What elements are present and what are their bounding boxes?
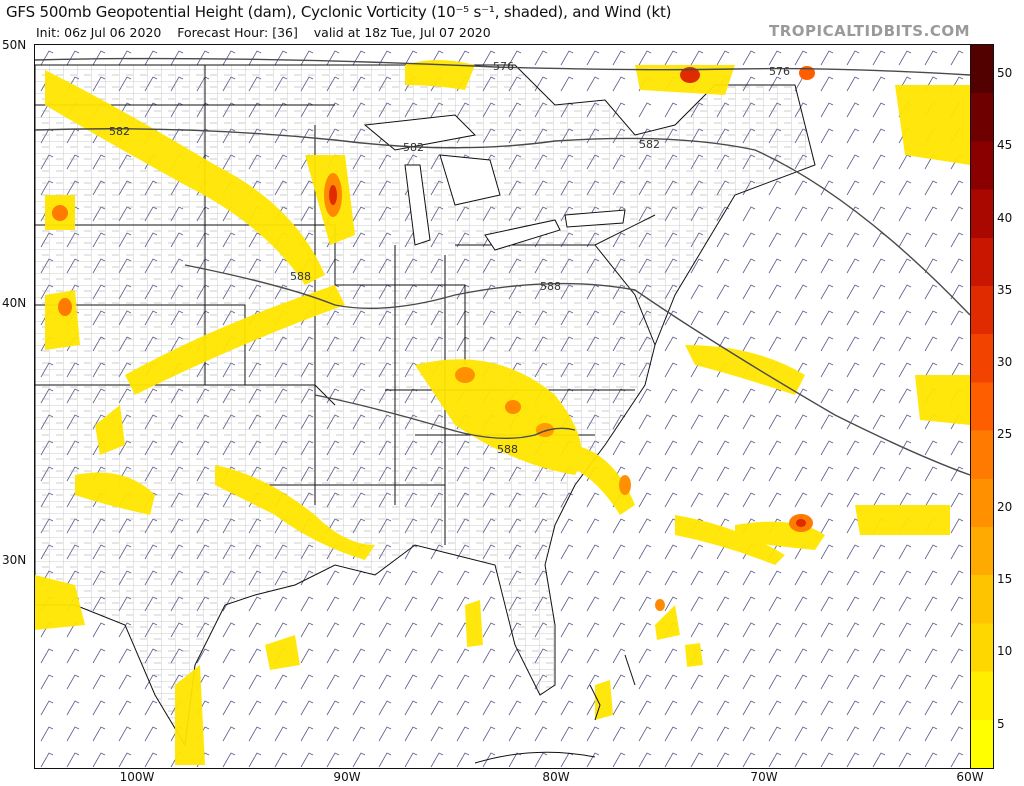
contour-label: 582 xyxy=(109,125,130,138)
contour-label: 588 xyxy=(497,443,518,456)
lat-label-40n: 40N xyxy=(2,296,27,310)
colorbar-tick-label: 10 xyxy=(997,644,1013,659)
colorbar-tick-label: 5 xyxy=(997,716,1005,731)
contour-label: 582 xyxy=(639,138,660,151)
lat-label-30n: 30N xyxy=(2,553,27,567)
colorbar-tick-label: 30 xyxy=(997,355,1013,370)
colorbar-tick-label: 45 xyxy=(997,138,1013,153)
colorbar-tick-label: 35 xyxy=(997,282,1013,297)
lon-label-80w: 80W xyxy=(542,770,570,784)
chart-title: GFS 500mb Geopotential Height (dam), Cyc… xyxy=(6,3,672,21)
chart-subtitle: Init: 06z Jul 06 2020 Forecast Hour: [36… xyxy=(36,25,491,40)
colorbar-tick-label: 25 xyxy=(997,427,1013,442)
contour-label: 576 xyxy=(769,65,790,78)
contour-label: 588 xyxy=(290,270,311,283)
colorbar-tick-label: 40 xyxy=(997,210,1013,225)
weather-map: 576 576 582 582 582 588 588 588 xyxy=(34,44,971,769)
contour-label: 576 xyxy=(493,60,514,73)
lon-label-100w: 100W xyxy=(119,770,155,784)
caribbean-coast xyxy=(474,654,636,764)
init-time: Init: 06z Jul 06 2020 xyxy=(36,25,162,40)
valid-time: valid at 18z Tue, Jul 07 2020 xyxy=(313,25,491,40)
vorticity-cores xyxy=(52,66,815,611)
colorbar-tick-label: 15 xyxy=(997,572,1013,587)
lon-label-70w: 70W xyxy=(750,770,778,784)
contour-labels: 576 576 582 582 582 588 588 588 xyxy=(109,60,790,456)
colorbar-tick-label: 50 xyxy=(997,65,1013,80)
map-canvas: 576 576 582 582 582 588 588 588 xyxy=(35,45,970,768)
height-contours xyxy=(35,57,970,476)
great-lakes xyxy=(363,114,626,251)
brand-watermark: TROPICALTIDBITS.COM xyxy=(769,22,970,40)
lon-label-60w: 60W xyxy=(956,770,984,784)
lon-label-90w: 90W xyxy=(333,770,361,784)
contour-label: 588 xyxy=(540,280,561,293)
colorbar xyxy=(970,44,994,769)
forecast-hour: Forecast Hour: [36] xyxy=(177,25,298,40)
contour-label: 582 xyxy=(403,141,424,154)
colorbar-tick-label: 20 xyxy=(997,499,1013,514)
vorticity-shading xyxy=(35,60,970,765)
lat-label-50n: 50N xyxy=(2,38,27,52)
